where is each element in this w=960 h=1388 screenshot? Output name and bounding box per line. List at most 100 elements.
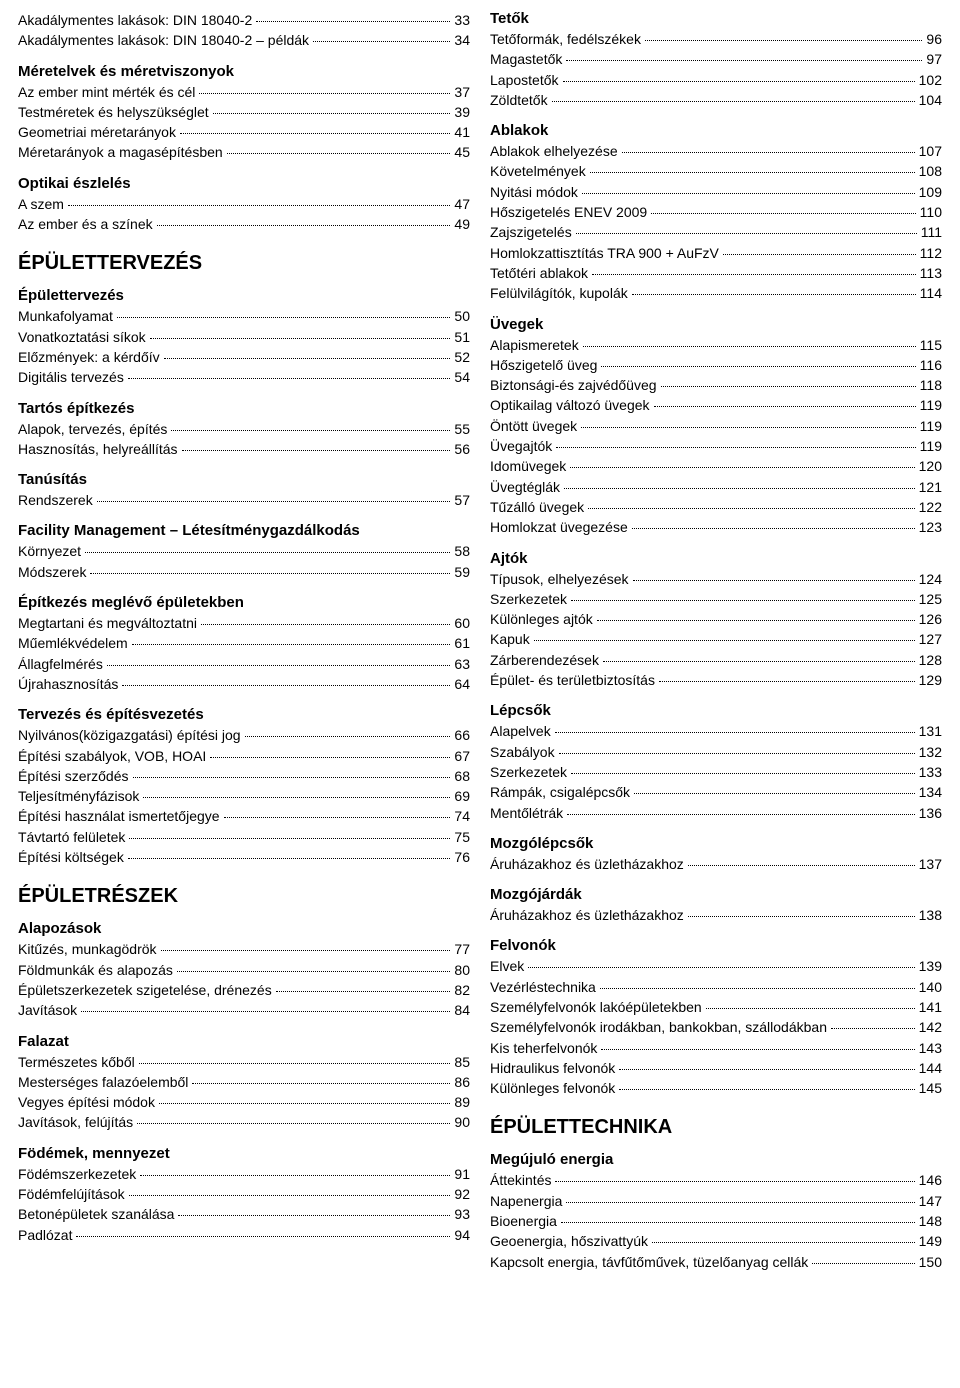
toc-entry-page: 119 (920, 436, 942, 456)
toc-entry-page: 60 (454, 613, 470, 633)
toc-entry-page: 141 (919, 997, 942, 1017)
toc-entry-dots (137, 1123, 450, 1124)
toc-entry-page: 33 (454, 10, 470, 30)
toc-entry: Műemlékvédelem61 (18, 633, 470, 653)
toc-heading-2: Falazat (18, 1033, 470, 1050)
toc-entry: Vezérléstechnika140 (490, 977, 942, 997)
toc-entry-dots (645, 40, 922, 41)
toc-entry-dots (76, 1236, 450, 1237)
toc-entry-page: 114 (920, 283, 942, 303)
toc-entry-page: 77 (454, 939, 470, 959)
toc-entry-label: Áruházakhoz és üzletházakhoz (490, 905, 684, 925)
toc-column: Akadálymentes lakások: DIN 18040-233Akad… (18, 10, 470, 1272)
toc-entry-dots (564, 488, 915, 489)
toc-entry-dots (688, 916, 915, 917)
toc-entry-page: 57 (454, 490, 470, 510)
toc-entry-label: Személyfelvonók irodákban, bankokban, sz… (490, 1017, 827, 1037)
toc-entry-page: 74 (454, 806, 470, 826)
toc-entry-label: Lapostetők (490, 70, 559, 90)
toc-entry: Biztonsági-és zajvédőüveg118 (490, 375, 942, 395)
toc-entry: Alapelvek131 (490, 721, 942, 741)
toc-entry: Öntött üvegek119 (490, 416, 942, 436)
toc-entry-page: 137 (919, 854, 942, 874)
toc-entry: Geoenergia, hőszivattyúk149 (490, 1231, 942, 1251)
toc-entry: Hidraulikus felvonók144 (490, 1058, 942, 1078)
toc-entry-label: Felülvilágítók, kupolák (490, 283, 628, 303)
toc-entry-page: 94 (454, 1225, 470, 1245)
toc-entry: Építési használat ismertetőjegye74 (18, 806, 470, 826)
toc-entry-dots (571, 773, 915, 774)
toc-entry-page: 76 (454, 847, 470, 867)
toc-entry-page: 108 (919, 161, 942, 181)
toc-entry-dots (651, 213, 915, 214)
toc-entry-page: 110 (920, 202, 942, 222)
toc-heading-2: Épülettervezés (18, 287, 470, 304)
toc-entry-page: 82 (454, 980, 470, 1000)
toc-entry-label: Magastetők (490, 49, 562, 69)
toc-entry-label: Elvek (490, 956, 524, 976)
toc-entry: Vegyes építési módok89 (18, 1092, 470, 1112)
toc-entry-label: Távtartó felületek (18, 827, 125, 847)
toc-entry-page: 124 (919, 569, 942, 589)
toc-entry-page: 123 (919, 517, 942, 537)
toc-entry-dots (224, 817, 451, 818)
toc-heading-2: Ablakok (490, 122, 942, 139)
toc-entry-dots (122, 685, 450, 686)
toc-entry-dots (556, 447, 915, 448)
toc-entry-page: 134 (919, 782, 942, 802)
toc-heading-2: Mozgólépcsők (490, 835, 942, 852)
toc-entry: Módszerek59 (18, 562, 470, 582)
toc-entry-page: 113 (920, 263, 942, 283)
toc-entry-label: Geoenergia, hőszivattyúk (490, 1231, 648, 1251)
toc-entry-page: 132 (919, 742, 942, 762)
toc-entry-page: 119 (920, 395, 942, 415)
toc-heading-2: Födémek, mennyezet (18, 1145, 470, 1162)
toc-entry-dots (245, 736, 451, 737)
toc-entry: Építési szerződés68 (18, 766, 470, 786)
toc-entry: Betonépületek szanálása93 (18, 1204, 470, 1224)
toc-entry: Munkafolyamat50 (18, 306, 470, 326)
toc-entry-dots (164, 358, 451, 359)
toc-entry: Rendszerek57 (18, 490, 470, 510)
toc-entry: Akadálymentes lakások: DIN 18040-2 – pél… (18, 30, 470, 50)
toc-entry-page: 143 (919, 1038, 942, 1058)
toc-entry-page: 66 (454, 725, 470, 745)
toc-entry-label: Különleges felvonók (490, 1078, 615, 1098)
toc-entry-dots (600, 988, 915, 989)
toc-entry-label: Padlózat (18, 1225, 72, 1245)
toc-entry-page: 75 (454, 827, 470, 847)
toc-entry-label: Teljesítményfázisok (18, 786, 139, 806)
toc-entry-page: 96 (926, 29, 942, 49)
toc-entry: Hasznosítás, helyreállítás56 (18, 439, 470, 459)
toc-entry-label: Épület- és területbiztosítás (490, 670, 655, 690)
toc-entry-dots (90, 573, 450, 574)
toc-entry: Mesterséges falazóelemből86 (18, 1072, 470, 1092)
toc-entry-dots (143, 797, 450, 798)
toc-entry: Zajszigetelés111 (490, 222, 942, 242)
toc-entry-dots (654, 406, 916, 407)
toc-entry-page: 37 (454, 82, 470, 102)
toc-entry-page: 92 (454, 1184, 470, 1204)
toc-entry-dots (561, 1222, 915, 1223)
toc-entry-page: 118 (920, 375, 942, 395)
toc-entry-page: 115 (920, 335, 942, 355)
toc-entry-page: 45 (454, 142, 470, 162)
toc-entry-page: 51 (454, 327, 470, 347)
toc-entry-dots (192, 1083, 450, 1084)
toc-entry-page: 112 (920, 243, 942, 263)
toc-heading-2: Alapozások (18, 920, 470, 937)
toc-entry-page: 150 (919, 1252, 942, 1272)
toc-entry-dots (213, 113, 451, 114)
toc-entry: Méretarányok a magasépítésben45 (18, 142, 470, 162)
toc-entry-dots (161, 950, 451, 951)
toc-entry: Előzmények: a kérdőív52 (18, 347, 470, 367)
toc-entry-dots (171, 430, 450, 431)
toc-entry-dots (552, 101, 915, 102)
toc-entry: Mentőlétrák136 (490, 803, 942, 823)
toc-entry-page: 148 (919, 1211, 942, 1231)
toc-entry: Hőszigetelés ENEV 2009110 (490, 202, 942, 222)
toc-entry: Különleges ajtók126 (490, 609, 942, 629)
toc-entry-dots (632, 294, 916, 295)
toc-entry-page: 39 (454, 102, 470, 122)
toc-entry-dots (622, 152, 915, 153)
